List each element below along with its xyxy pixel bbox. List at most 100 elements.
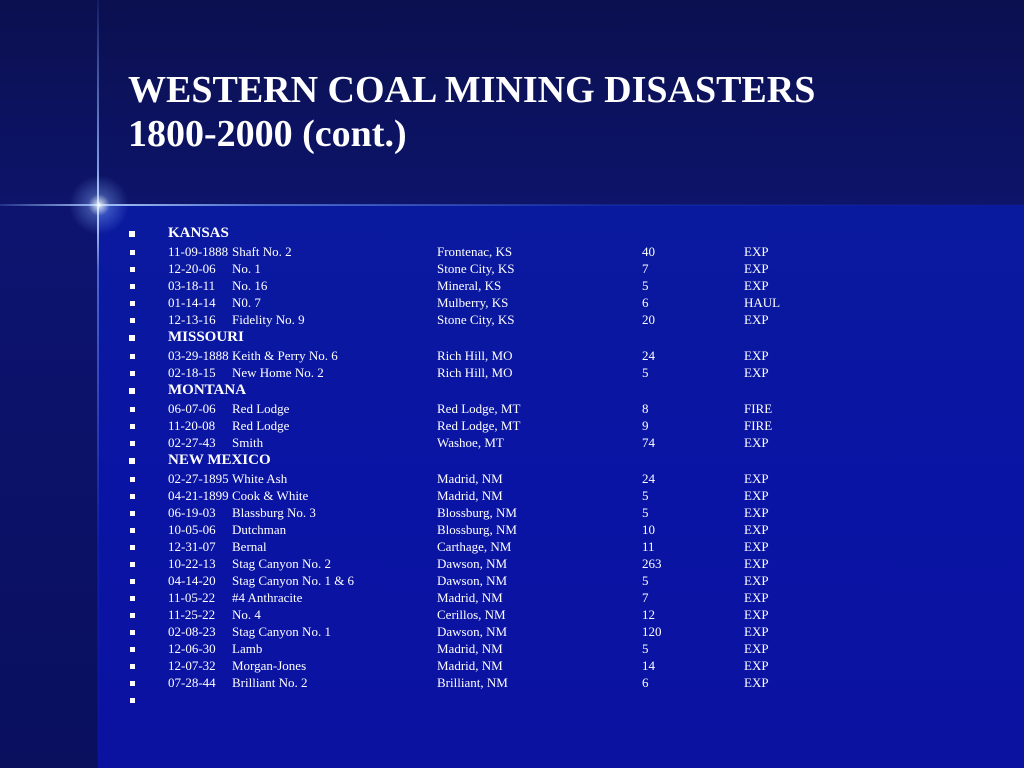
- death-count: 6: [642, 295, 649, 310]
- disaster-row: 12-06-30 Lamb Madrid, NM 5 EXP: [128, 640, 1008, 657]
- mine-name: Keith & Perry No. 6: [232, 348, 338, 363]
- mine-name: Lamb: [232, 641, 263, 656]
- death-count: 5: [642, 278, 649, 293]
- death-count: 6: [642, 675, 649, 690]
- mine-location: Stone City, KS: [437, 312, 515, 327]
- mine-location: Dawson, NM: [437, 573, 508, 588]
- disaster-date: 11-05-22: [168, 590, 216, 605]
- disaster-date: 04-14-20: [168, 573, 216, 588]
- mine-location: Rich Hill, MO: [437, 365, 513, 380]
- disaster-row: 12-20-06 No. 1 Stone City, KS 7 EXP: [128, 260, 1008, 277]
- horizontal-divider: [0, 204, 1024, 206]
- disaster-row: 10-22-13 Stag Canyon No. 2 Dawson, NM 263 EX…: [128, 555, 1008, 572]
- disaster-type: EXP: [744, 607, 769, 622]
- bullet-icon: [130, 698, 135, 703]
- mine-name: Morgan-Jones: [232, 658, 307, 673]
- disaster-type: HAUL: [744, 295, 781, 310]
- disaster-date: 12-31-07: [168, 539, 216, 554]
- disaster-date: 12-07-32: [168, 658, 216, 673]
- disaster-type: EXP: [744, 522, 769, 537]
- disaster-date: 12-06-30: [168, 641, 216, 656]
- mine-location: Madrid, NM: [437, 641, 503, 656]
- bullet-icon: [130, 681, 135, 686]
- mine-location: Dawson, NM: [437, 624, 508, 639]
- disaster-date: 11-25-22: [168, 607, 216, 622]
- death-count: 5: [642, 488, 649, 503]
- disaster-date: 11-09-1888: [168, 244, 229, 259]
- mine-name: No. 4: [232, 607, 261, 622]
- mine-name: Stag Canyon No. 1: [232, 624, 331, 639]
- disaster-date: 06-19-03: [168, 505, 216, 520]
- state-name: NEW MEXICO: [168, 452, 271, 468]
- bullet-icon: [130, 562, 135, 567]
- mine-name: Smith: [232, 435, 264, 450]
- bullet-icon: [130, 647, 135, 652]
- bullet-icon: [130, 301, 135, 306]
- mine-name: Cook & White: [232, 488, 309, 503]
- bullet-icon: [130, 528, 135, 533]
- disaster-row: 06-19-03 Blassburg No. 3 Blossburg, NM 5 EXP: [128, 504, 1008, 521]
- disaster-row: 12-31-07 Bernal Carthage, NM 11 EXP: [128, 538, 1008, 555]
- disaster-type: EXP: [744, 539, 769, 554]
- disaster-type: EXP: [744, 244, 769, 259]
- death-count: 5: [642, 365, 649, 380]
- disaster-row: 02-18-15 New Home No. 2 Rich Hill, MO 5 EXP: [128, 364, 1008, 381]
- mine-name: Red Lodge: [232, 418, 290, 433]
- death-count: 40: [642, 244, 655, 259]
- disaster-type: EXP: [744, 556, 769, 571]
- bullet-icon: [130, 613, 135, 618]
- state-heading: KANSAS: [128, 224, 1008, 243]
- mine-location: Madrid, NM: [437, 471, 503, 486]
- mine-name: Stag Canyon No. 2: [232, 556, 331, 571]
- bullet-icon: [130, 407, 135, 412]
- mine-location: Madrid, NM: [437, 658, 503, 673]
- death-count: 10: [642, 522, 655, 537]
- disaster-type: FIRE: [744, 401, 773, 416]
- title-line-1: WESTERN COAL MINING DISASTERS: [128, 69, 816, 111]
- mine-name: No. 1: [232, 261, 261, 276]
- mine-location: Red Lodge, MT: [437, 418, 521, 433]
- bullet-icon: [130, 441, 135, 446]
- death-count: 7: [642, 590, 649, 605]
- mine-location: Madrid, NM: [437, 590, 503, 605]
- mine-name: Shaft No. 2: [232, 244, 292, 259]
- mine-location: Blossburg, NM: [437, 505, 517, 520]
- bullet-icon: [130, 424, 135, 429]
- disaster-type: EXP: [744, 365, 769, 380]
- mine-name: #4 Anthracite: [232, 590, 303, 605]
- disaster-date: 03-29-1888: [168, 348, 229, 363]
- bullet-icon: [130, 545, 135, 550]
- disaster-row: 01-14-14 N0. 7 Mulberry, KS 6 HAUL: [128, 294, 1008, 311]
- disaster-date: 12-13-16: [168, 312, 216, 327]
- bullet-icon: [130, 511, 135, 516]
- disaster-row: 11-09-1888 Shaft No. 2 Frontenac, KS 40 EXP: [128, 243, 1008, 260]
- state-heading: MONTANA: [128, 381, 1008, 400]
- state-name: MISSOURI: [168, 329, 244, 345]
- disaster-type: EXP: [744, 641, 769, 656]
- disaster-type: FIRE: [744, 418, 773, 433]
- mine-name: Stag Canyon No. 1 & 6: [232, 573, 355, 588]
- left-margin-background: [0, 205, 98, 768]
- disaster-date: 07-28-44: [168, 675, 216, 690]
- mine-name: Dutchman: [232, 522, 287, 537]
- mine-location: Frontenac, KS: [437, 244, 513, 259]
- death-count: 5: [642, 641, 649, 656]
- disaster-date: 11-20-08: [168, 418, 216, 433]
- state-heading: MISSOURI: [128, 328, 1008, 347]
- mine-name: Blassburg No. 3: [232, 505, 316, 520]
- death-count: 5: [642, 505, 649, 520]
- state-name: KANSAS: [168, 225, 229, 241]
- death-count: 7: [642, 261, 649, 276]
- state-heading: NEW MEXICO: [128, 451, 1008, 470]
- sparkle-icon: [64, 170, 134, 240]
- bullet-icon: [130, 494, 135, 499]
- mine-name: White Ash: [232, 471, 288, 486]
- vertical-divider: [97, 0, 99, 768]
- disaster-row: 12-13-16 Fidelity No. 9 Stone City, KS 20 EX…: [128, 311, 1008, 328]
- disaster-row: 02-27-1895 White Ash Madrid, NM 24 EXP: [128, 470, 1008, 487]
- mine-location: Mineral, KS: [437, 278, 502, 293]
- mine-name: No. 16: [232, 278, 268, 293]
- disaster-date: 01-14-14: [168, 295, 216, 310]
- disaster-type: EXP: [744, 488, 769, 503]
- death-count: 24: [642, 471, 655, 486]
